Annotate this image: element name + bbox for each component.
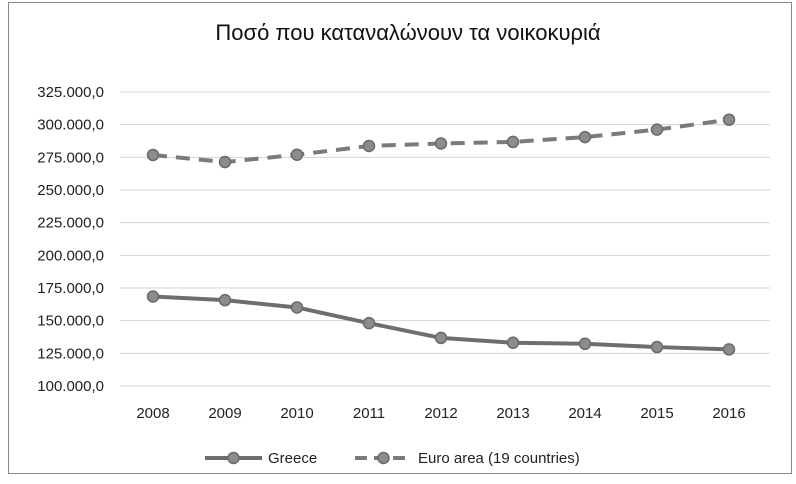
x-tick-label: 2014 bbox=[568, 405, 601, 422]
y-tick-label: 250.000,0 bbox=[37, 182, 104, 199]
x-tick-label: 2009 bbox=[208, 405, 241, 422]
chart-frame bbox=[8, 2, 792, 474]
y-tick-label: 325.000,0 bbox=[37, 84, 104, 101]
x-tick-label: 2008 bbox=[136, 405, 169, 422]
y-tick-label: 225.000,0 bbox=[37, 215, 104, 232]
gridlines bbox=[120, 91, 770, 387]
chart-title: Ποσό που καταναλώνουν τα νοικοκυριά bbox=[215, 20, 601, 45]
y-tick-label: 200.000,0 bbox=[37, 247, 104, 264]
x-axis-tick-labels: 2008 2009 2010 2011 2012 2013 2014 2015 2016 bbox=[136, 405, 745, 422]
data-point bbox=[650, 340, 664, 354]
y-axis-tick-labels: 100.000,0 125.000,0 150.000,0 175.000,0 200.… bbox=[37, 84, 104, 395]
legend-item: Greece bbox=[205, 450, 317, 467]
series-euro-area bbox=[146, 113, 736, 169]
data-point bbox=[578, 337, 592, 351]
y-tick-label: 275.000,0 bbox=[37, 149, 104, 166]
data-point bbox=[218, 293, 232, 307]
data-point bbox=[218, 155, 232, 169]
y-tick-label: 300.000,0 bbox=[37, 117, 104, 134]
legend-marker bbox=[227, 451, 240, 465]
data-point bbox=[650, 123, 664, 136]
data-point bbox=[362, 139, 376, 153]
data-point bbox=[434, 137, 448, 150]
y-tick-label: 175.000,0 bbox=[37, 280, 104, 297]
x-tick-label: 2011 bbox=[353, 405, 385, 422]
data-point bbox=[578, 130, 592, 144]
data-point bbox=[722, 113, 736, 126]
x-tick-label: 2012 bbox=[424, 405, 457, 422]
x-tick-label: 2016 bbox=[712, 405, 745, 422]
legend-marker bbox=[377, 451, 390, 465]
y-tick-label: 100.000,0 bbox=[37, 378, 104, 395]
series-group bbox=[146, 113, 736, 356]
data-point bbox=[722, 343, 736, 356]
series-greece bbox=[146, 290, 736, 356]
legend-label: Euro area (19 countries) bbox=[418, 450, 580, 467]
legend-label: Greece bbox=[268, 450, 317, 467]
x-tick-label: 2015 bbox=[640, 405, 673, 422]
x-tick-label: 2010 bbox=[280, 405, 313, 422]
data-point bbox=[506, 135, 520, 149]
legend: Greece Euro area (19 countries) bbox=[205, 450, 580, 467]
y-tick-label: 125.000,0 bbox=[37, 345, 104, 362]
data-point bbox=[506, 336, 520, 349]
data-point bbox=[146, 148, 160, 162]
data-point bbox=[290, 301, 304, 314]
y-tick-label: 150.000,0 bbox=[37, 313, 104, 330]
data-point bbox=[362, 316, 376, 330]
x-tick-label: 2013 bbox=[496, 405, 529, 422]
data-point bbox=[434, 331, 448, 345]
data-point bbox=[290, 148, 304, 161]
legend-item: Euro area (19 countries) bbox=[355, 450, 580, 467]
data-point bbox=[146, 290, 160, 303]
